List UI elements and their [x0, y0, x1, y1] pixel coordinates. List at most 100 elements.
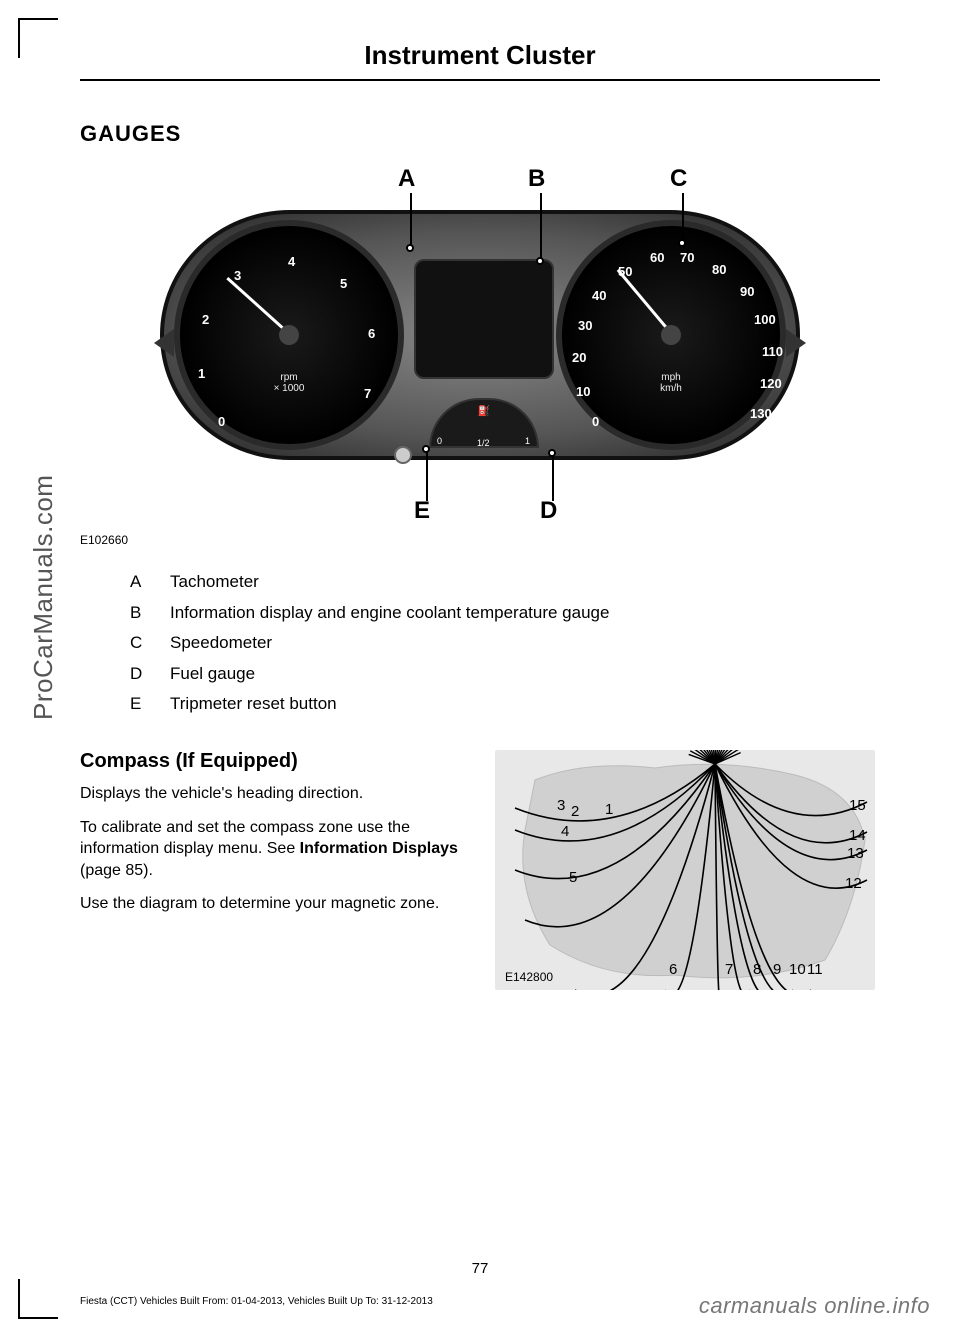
speedo-dial-hub: [661, 325, 681, 345]
tach-dial-tick-6: 6: [368, 326, 375, 341]
fuel-tick-0: 0: [437, 436, 442, 446]
callout-line-C: [682, 193, 684, 243]
callout-letter-A: A: [398, 165, 415, 193]
speedo-unit-label: mph km/h: [562, 372, 780, 394]
info-displays-xref: Information Displays: [300, 840, 458, 857]
zone-diagram-column: 321456789101112131415 E142800: [495, 750, 880, 990]
legend-row-B: BInformation display and engine coolant …: [130, 598, 880, 629]
fuel-tick-1/2: 1/2: [477, 438, 490, 448]
callout-dot-C: [678, 239, 686, 247]
legend-text-C: Speedometer: [170, 628, 272, 659]
watermark-side: ProCarManuals.com: [28, 475, 59, 720]
fuel-pump-icon: ⛽: [478, 406, 490, 417]
zone-number-4: 4: [561, 823, 569, 840]
legend-text-B: Information display and engine coolant t…: [170, 598, 609, 629]
two-column-section: Compass (If Equipped) Displays the vehic…: [80, 750, 880, 990]
callout-line-E: [426, 449, 428, 501]
zone-number-5: 5: [569, 869, 577, 886]
instrument-cluster-figure: rpm × 1000 01234567 mph km/h 01020304050…: [100, 165, 860, 525]
speedo-dial-tick-40: 40: [592, 288, 606, 303]
section-title-gauges: GAUGES: [80, 121, 880, 147]
tripmeter-reset-button: [394, 446, 412, 464]
callout-letter-C: C: [670, 165, 687, 193]
legend-key-D: D: [130, 659, 170, 690]
tach-dial-tick-0: 0: [218, 414, 225, 429]
tach-dial-tick-3: 3: [234, 268, 241, 283]
footer-build-info: Fiesta (CCT) Vehicles Built From: 01-04-…: [80, 1296, 433, 1307]
crop-mark-bl: [18, 1279, 58, 1319]
legend-row-C: CSpeedometer: [130, 628, 880, 659]
speedo-dial-tick-20: 20: [572, 350, 586, 365]
legend-text-A: Tachometer: [170, 567, 259, 598]
speedo-dial-tick-100: 100: [754, 312, 776, 327]
zone-number-6: 6: [669, 961, 677, 978]
figure-reference-zones: E142800: [505, 970, 553, 984]
zone-number-10: 10: [789, 961, 806, 978]
speedo-dial-tick-0: 0: [592, 414, 599, 429]
callout-legend: ATachometerBInformation display and engi…: [130, 567, 880, 720]
compass-p2: To calibrate and set the compass zone us…: [80, 817, 465, 882]
page-number: 77: [472, 1260, 489, 1277]
callout-line-B: [540, 193, 542, 261]
speedo-dial-tick-80: 80: [712, 262, 726, 277]
callout-dot-E: [422, 445, 430, 453]
fuel-gauge: ⛽ 0 1/2 1: [429, 398, 539, 448]
zone-number-3: 3: [557, 797, 565, 814]
legend-key-E: E: [130, 689, 170, 720]
footer-watermark: carmanuals online.info: [699, 1293, 930, 1319]
turn-signal-left-icon: [154, 329, 174, 357]
legend-key-A: A: [130, 567, 170, 598]
zone-map-svg: 321456789101112131415: [495, 750, 875, 990]
tach-dial-tick-7: 7: [364, 386, 371, 401]
zone-number-12: 12: [845, 875, 862, 892]
compass-heading: Compass (If Equipped): [80, 750, 465, 773]
tach-dial-tick-1: 1: [198, 366, 205, 381]
zone-number-11: 11: [807, 961, 823, 978]
speedo-dial-tick-60: 60: [650, 250, 664, 265]
legend-row-D: DFuel gauge: [130, 659, 880, 690]
page-content: Instrument Cluster GAUGES rpm × 1000 012…: [80, 40, 880, 990]
legend-key-B: B: [130, 598, 170, 629]
callout-dot-D: [548, 449, 556, 457]
callout-dot-B: [536, 257, 544, 265]
speedo-dial-tick-10: 10: [576, 384, 590, 399]
tach-dial-hub: [279, 325, 299, 345]
compass-p2c: (page 85).: [80, 862, 153, 879]
tach-dial-tick-4: 4: [288, 254, 295, 269]
chapter-title: Instrument Cluster: [80, 40, 880, 81]
speedo-dial-tick-30: 30: [578, 318, 592, 333]
zone-number-1: 1: [605, 801, 613, 818]
fuel-tick-1: 1: [525, 436, 530, 446]
callout-letter-E: E: [414, 497, 430, 525]
callout-line-D: [552, 453, 554, 501]
callout-line-A: [410, 193, 412, 248]
magnetic-zone-map: 321456789101112131415 E142800: [495, 750, 875, 990]
cluster-housing: rpm × 1000 01234567 mph km/h 01020304050…: [160, 210, 800, 460]
speedometer-dial: mph km/h 0102030405060708090100110120130: [556, 220, 786, 450]
callout-letter-D: D: [540, 497, 557, 525]
callout-dot-A: [406, 244, 414, 252]
compass-p3: Use the diagram to determine your magnet…: [80, 893, 465, 915]
speedo-dial-tick-110: 110: [762, 344, 783, 359]
tach-dial-tick-5: 5: [340, 276, 347, 291]
compass-p1: Displays the vehicle's heading direction…: [80, 783, 465, 805]
speedo-dial-tick-70: 70: [680, 250, 694, 265]
compass-text-column: Compass (If Equipped) Displays the vehic…: [80, 750, 465, 990]
zone-number-15: 15: [849, 797, 866, 814]
legend-text-E: Tripmeter reset button: [170, 689, 337, 720]
info-display-panel: [414, 259, 554, 379]
legend-row-E: ETripmeter reset button: [130, 689, 880, 720]
zone-number-2: 2: [571, 803, 579, 820]
callout-letter-B: B: [528, 165, 545, 193]
zone-number-13: 13: [847, 845, 864, 862]
legend-key-C: C: [130, 628, 170, 659]
speedo-dial-tick-130: 130: [750, 406, 772, 421]
speedo-dial-tick-120: 120: [760, 376, 782, 391]
speedo-dial-tick-90: 90: [740, 284, 754, 299]
zone-number-14: 14: [849, 827, 866, 844]
turn-signal-right-icon: [786, 329, 806, 357]
legend-text-D: Fuel gauge: [170, 659, 255, 690]
zone-number-7: 7: [725, 961, 733, 978]
legend-row-A: ATachometer: [130, 567, 880, 598]
crop-mark-tl: [18, 18, 58, 58]
